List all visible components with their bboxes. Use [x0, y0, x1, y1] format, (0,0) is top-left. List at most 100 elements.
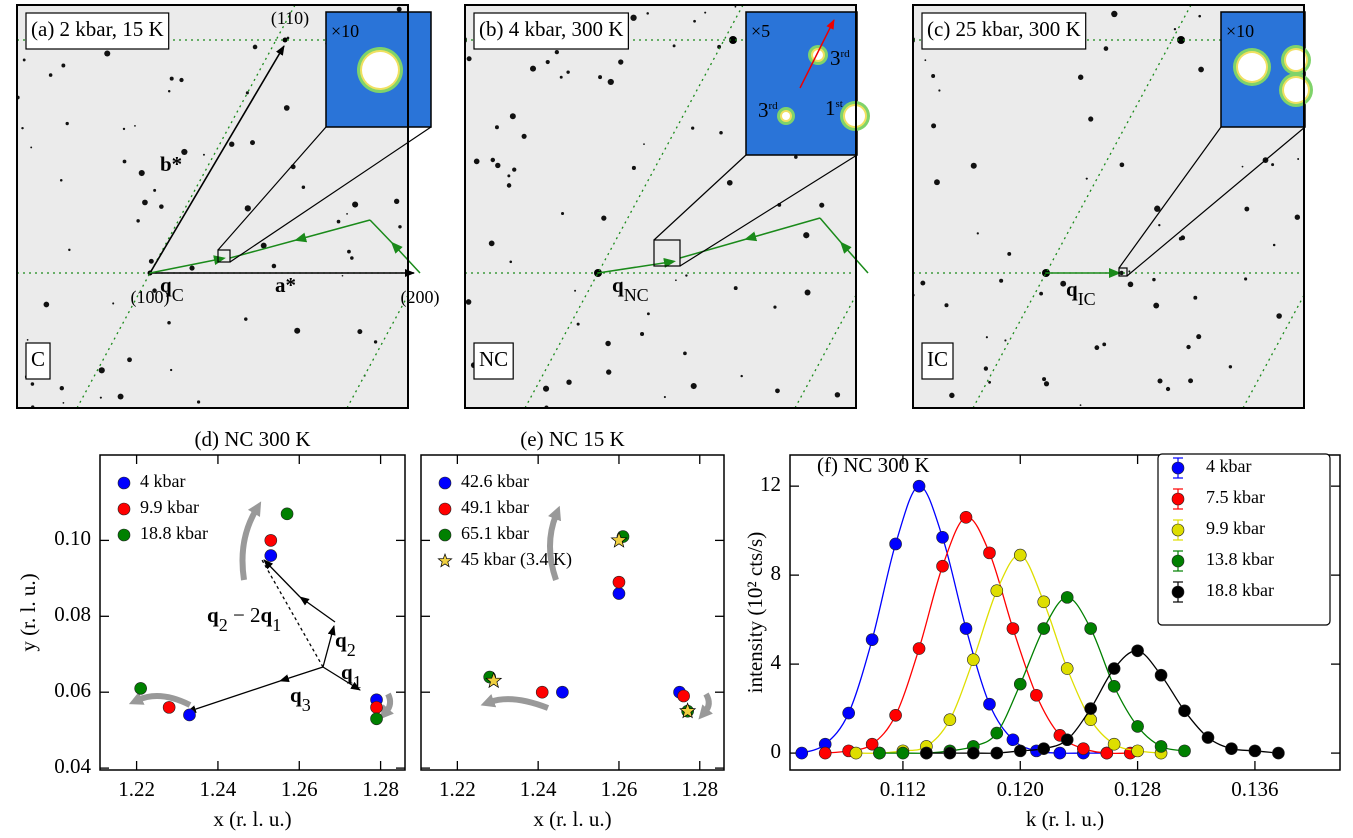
- diffraction-spot: [302, 186, 305, 189]
- diffraction-spot: [775, 388, 780, 393]
- diffraction-spot: [675, 279, 677, 281]
- x-tick-label: 1.22: [118, 777, 155, 801]
- y-tick-label: 0.06: [54, 678, 91, 702]
- data-point: [1202, 732, 1214, 744]
- data-point: [1155, 669, 1167, 681]
- data-point: [796, 747, 808, 759]
- panel-label: (c) 25 kbar, 300 K: [927, 17, 1081, 41]
- trend-arrow: [550, 515, 556, 580]
- diffraction-spot: [819, 203, 824, 208]
- diffraction-spot: [574, 290, 576, 292]
- data-point: [678, 690, 690, 702]
- diffraction-spot: [203, 154, 205, 156]
- data-point: [1179, 745, 1191, 757]
- diffraction-spot: [1271, 163, 1274, 166]
- diffraction-spot: [1229, 365, 1232, 368]
- diffraction-spot: [719, 131, 723, 135]
- legend-marker: [1172, 555, 1184, 567]
- legend-label: 18.8 kbar: [1206, 580, 1274, 600]
- x-tick-label: 1.24: [520, 777, 557, 801]
- diffraction-spot: [601, 215, 606, 220]
- diffraction-spot: [167, 321, 171, 325]
- inset-spot: [1238, 53, 1266, 81]
- q-subscript: C: [172, 285, 184, 305]
- diffraction-spot: [1276, 313, 1282, 319]
- data-point: [937, 531, 949, 543]
- data-point: [1007, 623, 1019, 635]
- diffraction-spot: [949, 393, 954, 398]
- diffraction-spot: [337, 220, 341, 224]
- diffraction-spot: [491, 158, 495, 162]
- diffraction-spot: [197, 400, 200, 403]
- diffraction-spot: [835, 392, 840, 397]
- diffraction-spot: [507, 183, 512, 188]
- data-point: [1030, 689, 1042, 701]
- x-tick-label: 1.28: [362, 777, 399, 801]
- diffraction-spot: [1174, 28, 1176, 30]
- legend-marker: [439, 503, 451, 515]
- diffraction-spot: [346, 213, 348, 215]
- diffraction-spot: [170, 369, 172, 371]
- diffraction-spot: [509, 261, 512, 264]
- diffraction-spot: [66, 122, 69, 125]
- diffraction-spot: [1242, 166, 1244, 168]
- legend-label: 4 kbar: [1206, 456, 1251, 476]
- diffraction-spot: [546, 60, 550, 64]
- diffraction-spot: [598, 75, 602, 79]
- harmonic-suffix: st: [836, 98, 843, 110]
- legend-label: 65.1 kbar: [461, 523, 529, 543]
- x-tick-label: 1.24: [200, 777, 237, 801]
- fit-curve: [926, 651, 1278, 754]
- diffraction-spot: [181, 149, 187, 155]
- inset-spot: [362, 52, 398, 88]
- diffraction-spot: [495, 125, 499, 129]
- legend-marker: [118, 503, 130, 515]
- trend-arrow: [705, 694, 709, 712]
- diffraction-spot: [1039, 292, 1043, 296]
- data-point: [1038, 743, 1050, 755]
- diffraction-spot: [1044, 381, 1049, 386]
- diffraction-spot: [704, 12, 706, 14]
- trend-arrow: [243, 510, 257, 580]
- diffraction-spot: [112, 302, 114, 304]
- diffraction-spot: [1244, 277, 1247, 280]
- phase-label: IC: [927, 347, 948, 371]
- data-point: [991, 747, 1003, 759]
- annotation-part: q: [207, 603, 219, 627]
- fit-curve: [856, 555, 1161, 753]
- diffraction-spot: [691, 383, 697, 389]
- data-point: [1225, 743, 1237, 755]
- legend-label: 9.9 kbar: [1206, 518, 1265, 538]
- data-point: [1085, 623, 1097, 635]
- diffraction-spot: [944, 303, 948, 307]
- data-point: [850, 747, 862, 759]
- diffraction-spot: [246, 91, 249, 94]
- bragg-peak: [1312, 269, 1320, 277]
- data-point: [1038, 596, 1050, 608]
- diffraction-spot: [1088, 116, 1093, 121]
- diffraction-spot: [60, 179, 63, 182]
- diffraction-spot: [118, 394, 124, 400]
- diffraction-spot: [920, 281, 925, 286]
- annotation: q2 − 2q1: [207, 603, 281, 635]
- diffraction-spot: [566, 70, 569, 73]
- legend: 4 kbar7.5 kbar9.9 kbar13.8 kbar18.8 kbar: [1158, 454, 1330, 625]
- legend: 4 kbar9.9 kbar18.8 kbar: [118, 471, 208, 543]
- diffraction-spot: [123, 128, 125, 130]
- data-point: [613, 588, 625, 600]
- data-point: [183, 709, 195, 721]
- diffraction-spot: [374, 340, 377, 343]
- diffraction-spot: [647, 312, 650, 315]
- diffraction-spot: [394, 199, 399, 204]
- diffraction-spot: [23, 59, 26, 62]
- annotation-part: 2: [347, 640, 356, 660]
- data-point: [1077, 743, 1089, 755]
- diffraction-spot: [27, 339, 29, 341]
- harmonic-suffix: rd: [769, 100, 779, 112]
- legend-label: 4 kbar: [140, 471, 185, 491]
- annotation-part: q: [290, 683, 302, 707]
- data-point: [1014, 549, 1026, 561]
- data-point: [135, 682, 147, 694]
- x-axis-label: x (r. l. u.): [533, 807, 611, 831]
- trend-arrow: [138, 696, 190, 705]
